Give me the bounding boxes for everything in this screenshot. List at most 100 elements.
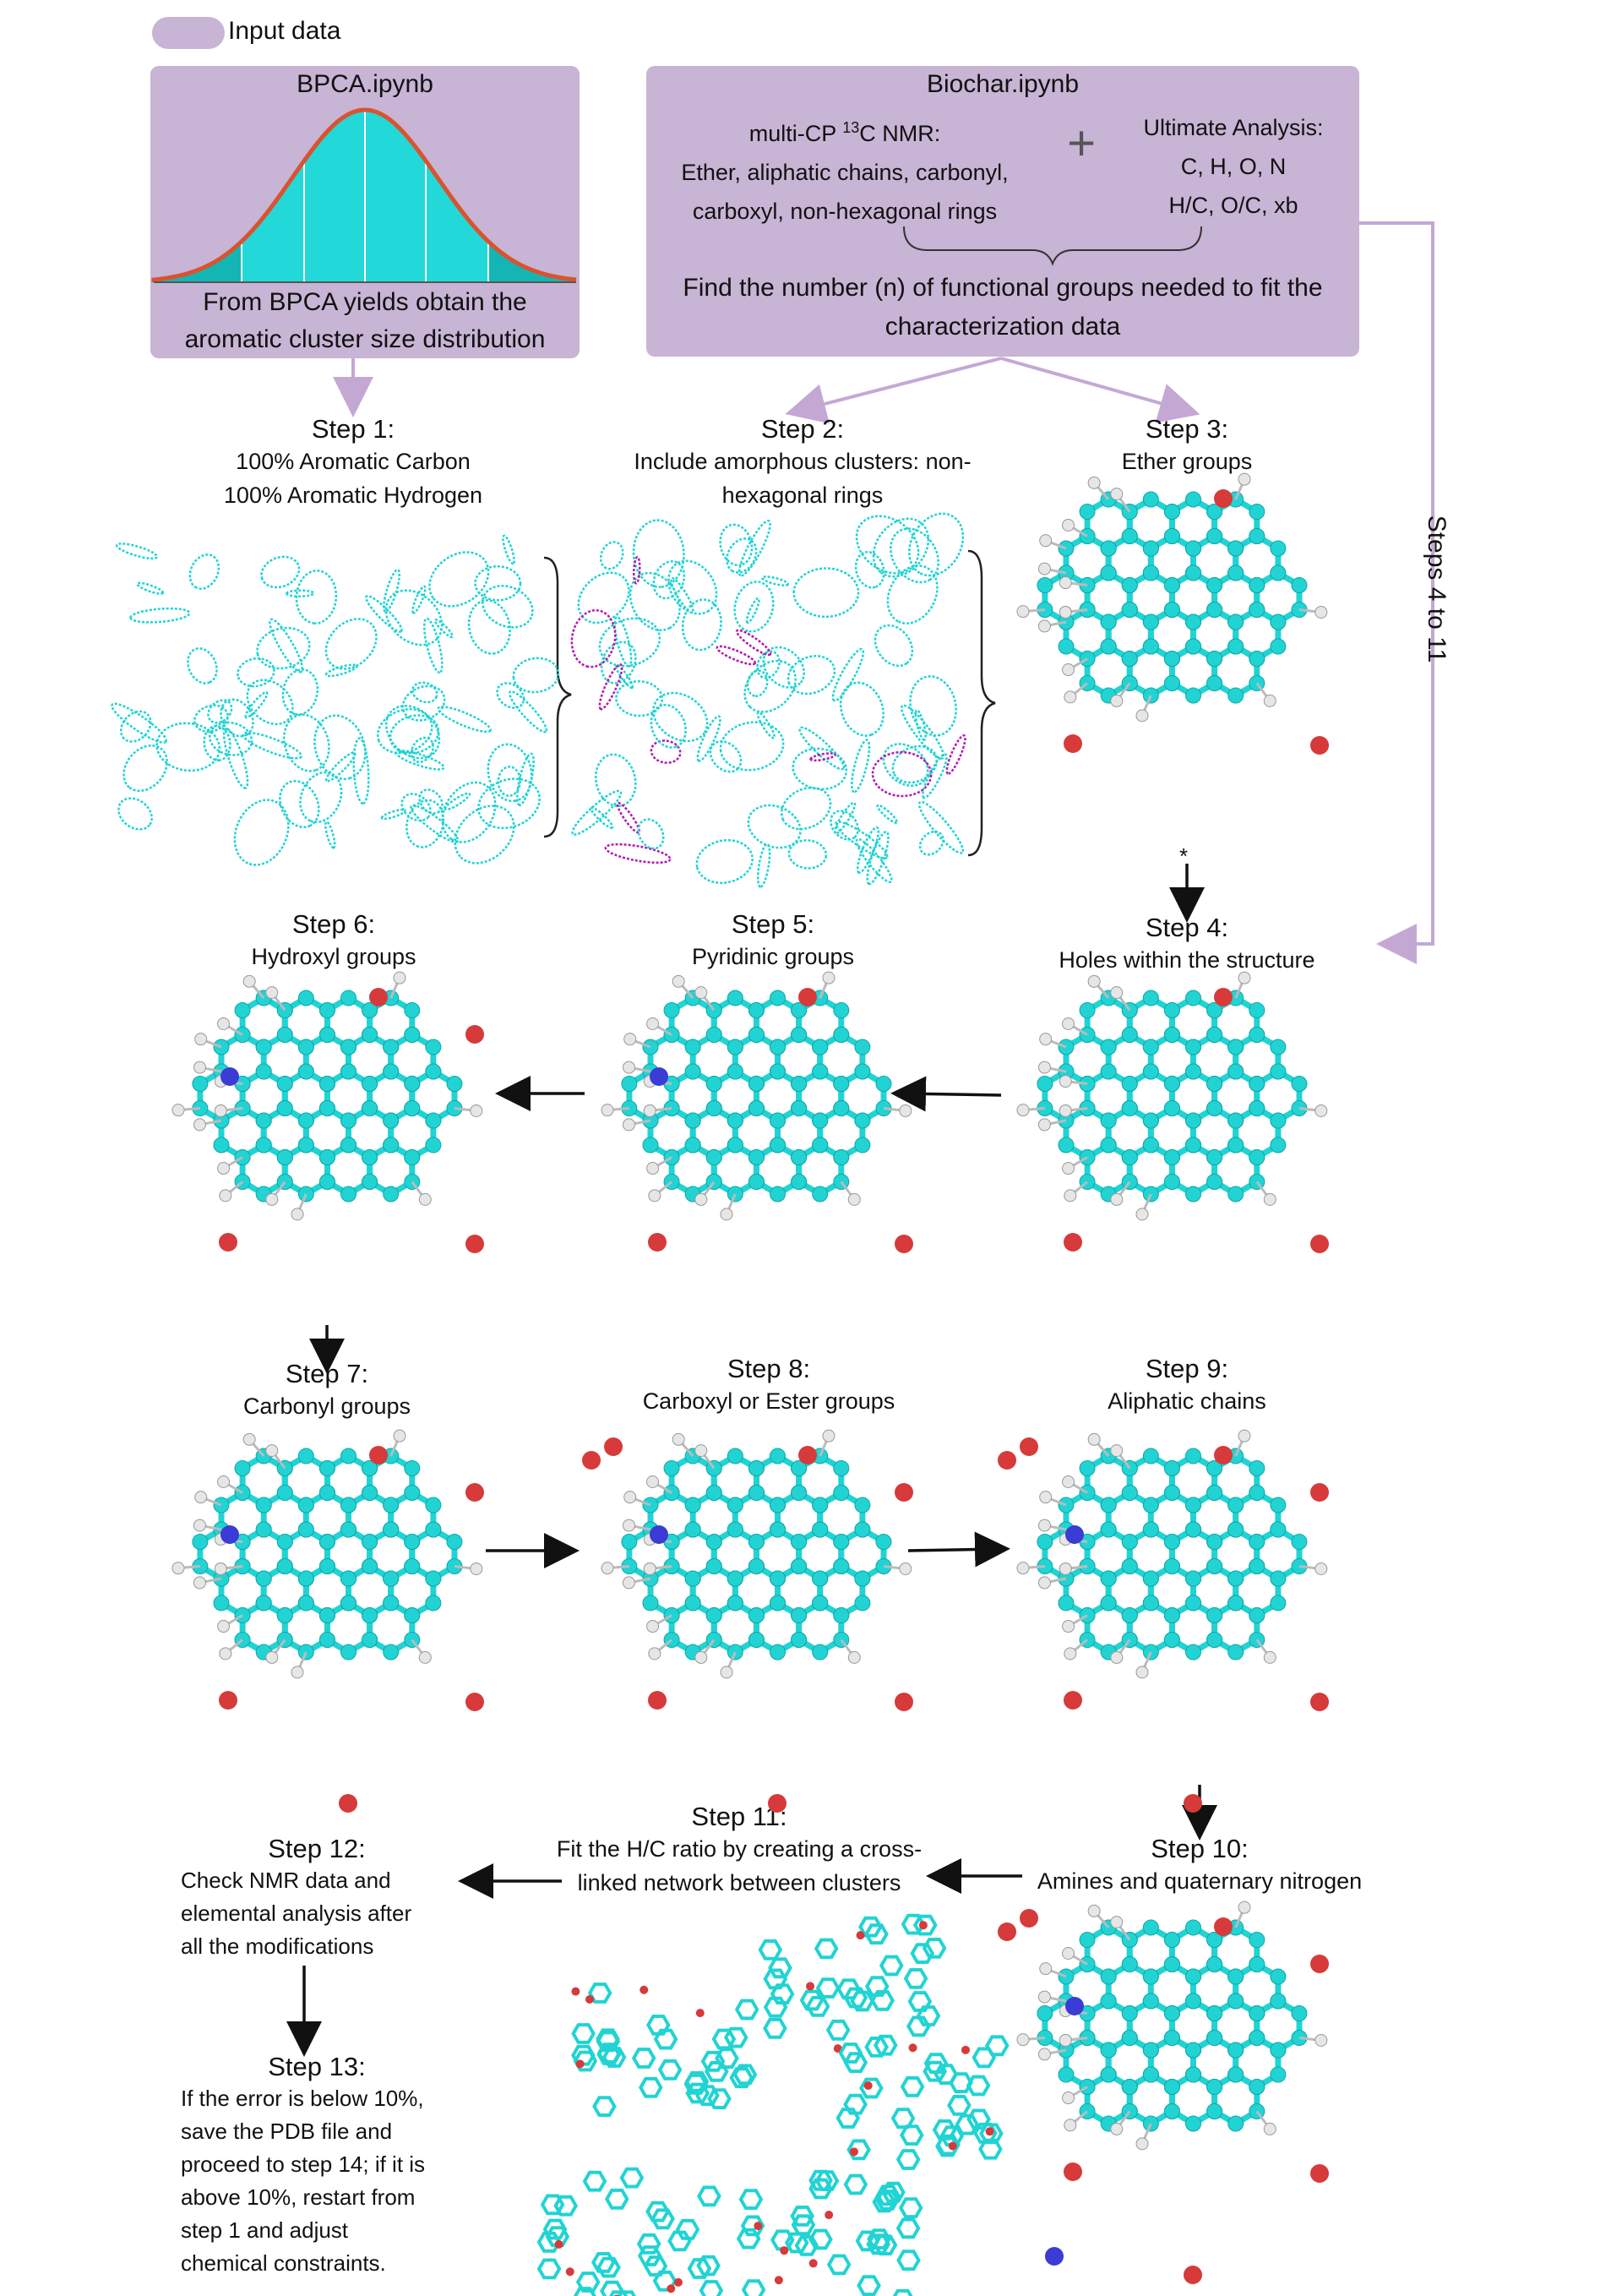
carbon-atom xyxy=(1163,675,1180,691)
oxygen-atom xyxy=(648,1233,667,1252)
hydrogen-atom xyxy=(1037,1061,1051,1074)
oxygen-atom xyxy=(1064,1691,1082,1710)
hydrogen-atom xyxy=(171,1562,185,1575)
carbon-atom xyxy=(1163,1632,1180,1648)
network-ring xyxy=(907,1991,933,2012)
carbon-atom xyxy=(318,1027,335,1043)
carbon-atom xyxy=(1185,1063,1202,1080)
cluster-sheet xyxy=(835,821,889,859)
carbon-atom xyxy=(1079,1027,1096,1043)
carbon-atom xyxy=(1185,1993,1202,2010)
network-ring xyxy=(707,2088,732,2109)
step10-line1: Amines and quaternary nitrogen xyxy=(1037,1868,1363,1894)
hydrogen-atom xyxy=(622,1576,635,1590)
cluster-sheet xyxy=(571,789,623,836)
network-ring xyxy=(906,2015,931,2037)
cluster-sheet xyxy=(908,512,965,577)
cluster-sheet xyxy=(188,554,220,590)
carbon-atom xyxy=(1079,1956,1096,1972)
carbon-atom xyxy=(1227,2042,1244,2059)
carbon-atom xyxy=(1142,1112,1159,1129)
network-ring xyxy=(571,2023,596,2044)
cluster-sheet xyxy=(756,843,771,888)
hydrogen-atom xyxy=(1087,1904,1101,1917)
hydrogen-atom xyxy=(648,1189,661,1203)
clusters-step1 xyxy=(111,534,560,866)
network-ring xyxy=(875,2190,900,2211)
cluster-sheet xyxy=(604,843,672,864)
carbon-atom xyxy=(1163,2103,1180,2119)
carbon-atom xyxy=(1185,1137,1202,1153)
hydrogen-atom xyxy=(265,986,279,1000)
hydrogen-atom xyxy=(214,1562,227,1575)
carbon-atom xyxy=(1100,1595,1117,1612)
cluster-sheet xyxy=(726,537,758,574)
carbon-atom xyxy=(1100,1570,1117,1587)
step1-line2: 100% Aromatic Hydrogen xyxy=(223,483,483,508)
carbon-atom xyxy=(276,1558,293,1574)
cluster-sheet xyxy=(918,830,944,856)
hydrogen-atom xyxy=(1062,1946,1075,1960)
cluster-sheet xyxy=(629,571,681,631)
carbon-atom xyxy=(1184,540,1201,557)
carbon-atom xyxy=(791,1485,808,1501)
carbon-atom xyxy=(727,1570,743,1587)
carbon-atom xyxy=(318,1485,335,1501)
carbon-atom xyxy=(1270,1570,1287,1587)
network-ring xyxy=(729,2067,754,2089)
carbon-atom xyxy=(1291,1076,1308,1092)
oxygen-atom xyxy=(1064,1233,1082,1252)
network-ring xyxy=(910,1943,935,1964)
oxygen-atom xyxy=(1064,734,1082,753)
hydrogen-atom xyxy=(1263,2122,1276,2135)
carbon-atom xyxy=(404,1076,421,1092)
carbon-atom xyxy=(705,1076,722,1092)
carbon-atom xyxy=(297,1112,314,1129)
legend-label: Input data xyxy=(228,17,341,45)
carbon-atom xyxy=(727,1521,743,1538)
network-oxygen xyxy=(985,2127,994,2136)
carbon-atom xyxy=(1206,2005,1223,2021)
carbon-atom xyxy=(362,1558,378,1574)
carbon-atom xyxy=(727,1497,743,1513)
cluster-sheet xyxy=(508,690,548,734)
cluster-sheet xyxy=(616,802,640,834)
hydrogen-atom xyxy=(1037,1118,1051,1132)
network-ring xyxy=(903,1968,928,1989)
carbon-atom xyxy=(318,1558,335,1574)
cluster-sheet xyxy=(117,797,153,831)
nitrogen-atom xyxy=(650,1067,668,1086)
hydrogen-atom xyxy=(601,1562,614,1575)
ua-line1: Ultimate Analysis: xyxy=(1143,115,1324,140)
cluster-sheet xyxy=(876,804,898,824)
carbon-atom xyxy=(1206,1534,1223,1550)
cluster-sheet xyxy=(324,751,357,783)
cluster-sheet xyxy=(487,743,533,803)
carbon-atom xyxy=(1249,2079,1265,2095)
network-ring xyxy=(683,2073,709,2095)
carbon-atom xyxy=(1227,1063,1244,1080)
network-ring xyxy=(540,2194,565,2216)
step3-line1: Ether groups xyxy=(1121,449,1253,474)
carbon-atom xyxy=(1185,990,1202,1006)
carbon-atom xyxy=(1249,1149,1265,1165)
carbon-atom xyxy=(1142,1570,1159,1587)
carbon-atom xyxy=(1227,1644,1244,1661)
cluster-sheet xyxy=(652,691,709,743)
network-ring xyxy=(867,2228,891,2250)
carbon-atom xyxy=(791,1149,808,1165)
carbon-atom xyxy=(362,1027,378,1043)
carbon-atom xyxy=(1163,1100,1180,1116)
carbon-atom xyxy=(1037,577,1053,593)
carbon-atom xyxy=(340,1570,357,1587)
plus-sign: + xyxy=(1067,116,1096,171)
carbon-atom xyxy=(1121,2030,1138,2046)
carbon-atom xyxy=(748,1174,765,1190)
cluster-sheet xyxy=(497,766,521,797)
carbon-atom xyxy=(1249,1558,1265,1574)
carbon-atom xyxy=(748,1607,765,1623)
carbon-atom xyxy=(1142,1063,1159,1080)
carbon-atom xyxy=(1249,1076,1265,1092)
network-ring xyxy=(900,2076,925,2097)
carbon-atom xyxy=(1163,602,1180,618)
